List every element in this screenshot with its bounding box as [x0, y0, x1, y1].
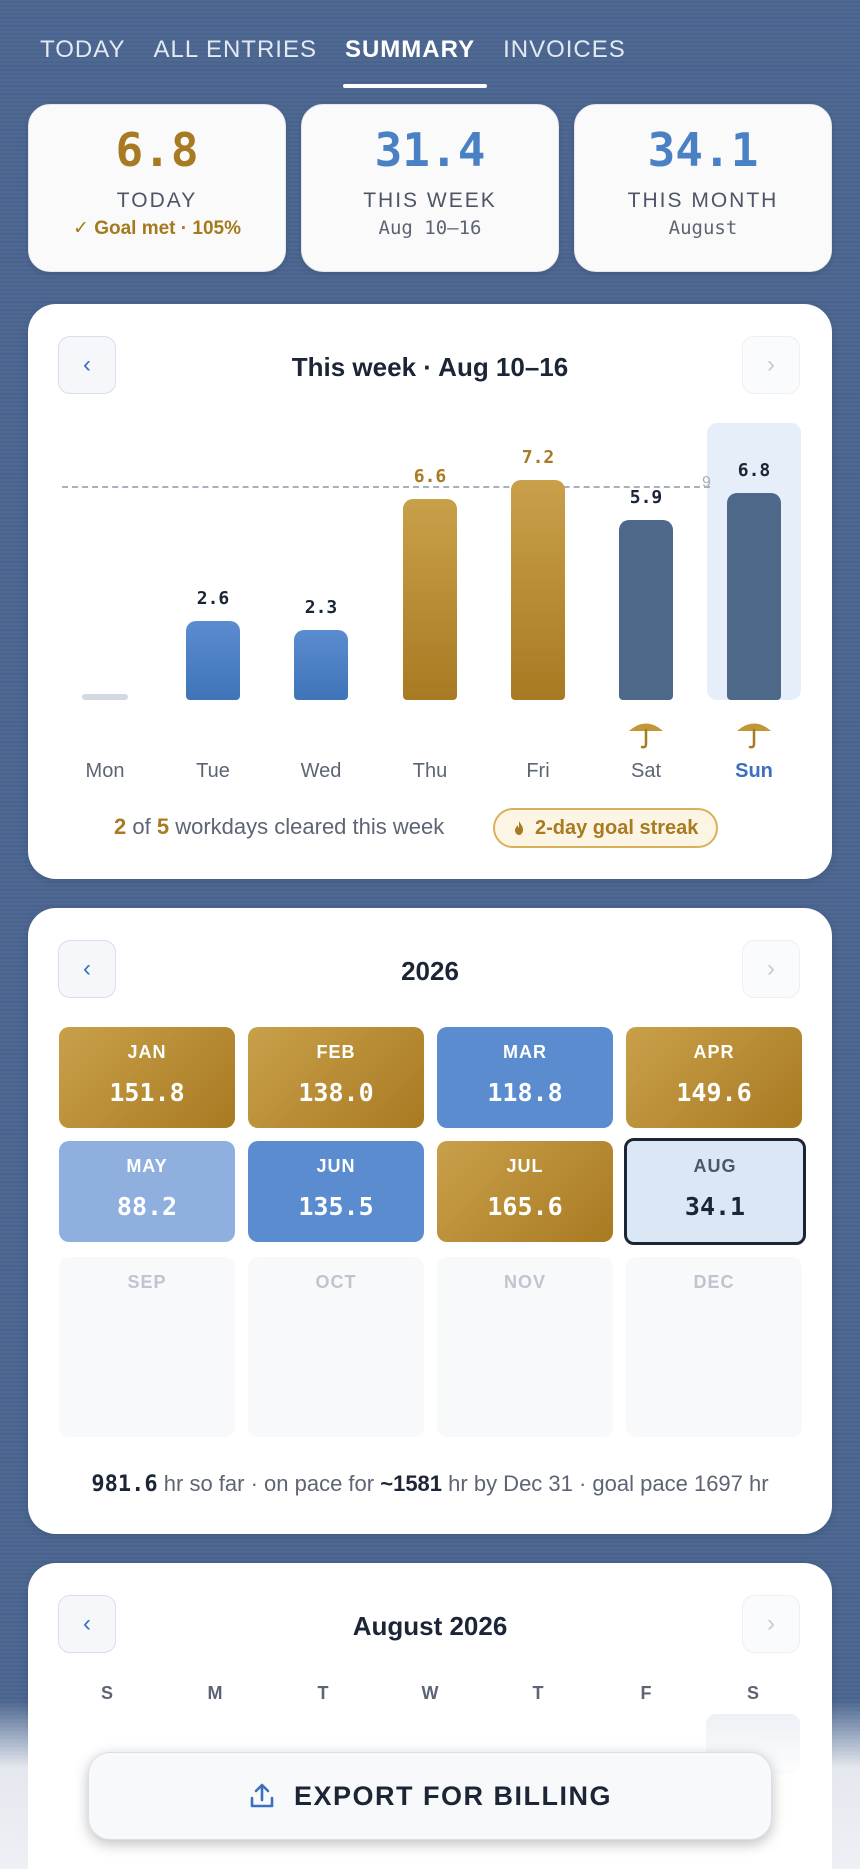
streak-text: 2-day goal streak [535, 816, 699, 839]
next-week-button[interactable]: › [742, 336, 800, 394]
chevron-left-icon: ‹ [83, 1610, 91, 1637]
summary-of: of [132, 814, 151, 839]
month-name: AUG [693, 1156, 737, 1176]
month-hours: 151.8 [109, 1078, 185, 1107]
month-cell-sep[interactable]: SEP [59, 1257, 235, 1437]
upload-icon [250, 1783, 274, 1808]
chevron-left-icon: ‹ [83, 955, 91, 982]
week-summary: 2 of 5 workdays cleared this week [114, 814, 444, 840]
month-name: JUL [506, 1156, 544, 1176]
chevron-right-icon: › [767, 1610, 775, 1637]
tab-summary[interactable]: SUMMARY [333, 30, 488, 88]
month-cell-dec[interactable]: DEC [626, 1257, 802, 1437]
next-year-button[interactable]: › [742, 940, 800, 998]
year-pace: ~1581 [380, 1471, 443, 1496]
tab-today[interactable]: TODAY [40, 36, 126, 63]
week-stat-card: 31.4 THIS WEEK Aug 10–16 [301, 104, 559, 272]
year-summary-text-2: hr by Dec 31 · goal pace 1697 hr [448, 1471, 769, 1496]
cleared-count: 2 [114, 814, 127, 839]
weekday-header: M [207, 1683, 223, 1703]
today-label: TODAY [116, 189, 198, 212]
chevron-right-icon: › [767, 955, 775, 982]
month-cell-jan[interactable]: JAN 151.8 [59, 1027, 235, 1128]
month-cell-feb[interactable]: FEB 138.0 [248, 1027, 424, 1128]
week-value: 31.4 [374, 123, 486, 177]
streak-badge: 2-day goal streak [493, 808, 719, 848]
year-summary-text-1: hr so far · on pace for [163, 1471, 375, 1496]
year-summary: 981.6 hr so far · on pace for ~1581 hr b… [0, 1471, 860, 1497]
month-name: August [668, 217, 738, 239]
month-hours: 138.0 [298, 1078, 374, 1107]
workday-count: 5 [156, 814, 170, 839]
month-cell-mar[interactable]: MAR 118.8 [437, 1027, 613, 1128]
month-label: THIS MONTH [627, 189, 779, 212]
year-title: 2026 [401, 956, 459, 986]
prev-month-button[interactable]: ‹ [58, 1595, 116, 1653]
month-cell-nov[interactable]: NOV [437, 1257, 613, 1437]
month-title: August 2026 [352, 1611, 508, 1641]
month-name: NOV [503, 1272, 546, 1292]
month-name: JUN [316, 1156, 356, 1176]
prev-year-button[interactable]: ‹ [58, 940, 116, 998]
month-hours: 118.8 [487, 1078, 563, 1107]
month-cell-aug[interactable]: AUG 34.1 [624, 1138, 806, 1245]
month-hours: 165.6 [487, 1192, 563, 1221]
weekday-header: W [421, 1683, 439, 1703]
export-for-billing-button[interactable]: EXPORT FOR BILLING [88, 1752, 772, 1840]
summary-text: workdays cleared this week [175, 814, 445, 839]
today-value: 6.8 [115, 123, 199, 177]
chevron-left-icon: ‹ [83, 351, 91, 378]
month-name: MAR [503, 1042, 547, 1062]
month-value: 34.1 [647, 123, 759, 177]
week-chart-card: ‹ This week · Aug 10–16 › [28, 304, 832, 879]
month-hours: 34.1 [684, 1192, 746, 1221]
week-title: This week · Aug 10–16 [291, 352, 569, 382]
month-hours: 149.6 [676, 1078, 752, 1107]
year-total: 981.6 [91, 1472, 158, 1497]
weekday-header: S [746, 1683, 759, 1703]
month-name: DEC [693, 1272, 735, 1292]
month-cell-apr[interactable]: APR 149.6 [626, 1027, 802, 1128]
month-stat-card: 34.1 THIS MONTH August [574, 104, 832, 272]
week-label: THIS WEEK [363, 189, 497, 212]
flame-icon [515, 821, 523, 835]
month-name: APR [693, 1042, 735, 1062]
next-month-button[interactable]: › [742, 1595, 800, 1653]
month-name: SEP [127, 1272, 167, 1292]
weekday-header: F [640, 1683, 652, 1703]
weekday-header: T [317, 1683, 329, 1703]
month-name: FEB [316, 1042, 356, 1062]
week-range: Aug 10–16 [378, 217, 482, 239]
today-stat-card: 6.8 TODAY ✓ Goal met · 105% [28, 104, 286, 272]
month-cell-jun[interactable]: JUN 135.5 [248, 1141, 424, 1242]
month-cell-jul[interactable]: JUL 165.6 [437, 1141, 613, 1242]
prev-week-button[interactable]: ‹ [58, 336, 116, 394]
weekday-header: T [532, 1683, 544, 1703]
month-name: JAN [127, 1042, 167, 1062]
goal-met-text: ✓ Goal met · 105% [73, 218, 241, 239]
export-label: EXPORT FOR BILLING [293, 1780, 612, 1811]
chevron-right-icon: › [767, 351, 775, 378]
tab-all-entries[interactable]: ALL ENTRIES [153, 36, 317, 63]
month-name: OCT [315, 1272, 357, 1292]
weekday-header: S [100, 1683, 113, 1703]
month-cell-may[interactable]: MAY 88.2 [59, 1141, 235, 1242]
month-hours: 88.2 [116, 1192, 178, 1221]
month-cell-oct[interactable]: OCT [248, 1257, 424, 1437]
month-name: MAY [126, 1156, 168, 1176]
tab-bar: TODAY ALL ENTRIES SUMMARY INVOICES [28, 30, 642, 88]
tab-invoices[interactable]: INVOICES [503, 36, 626, 63]
month-hours: 135.5 [298, 1192, 374, 1221]
